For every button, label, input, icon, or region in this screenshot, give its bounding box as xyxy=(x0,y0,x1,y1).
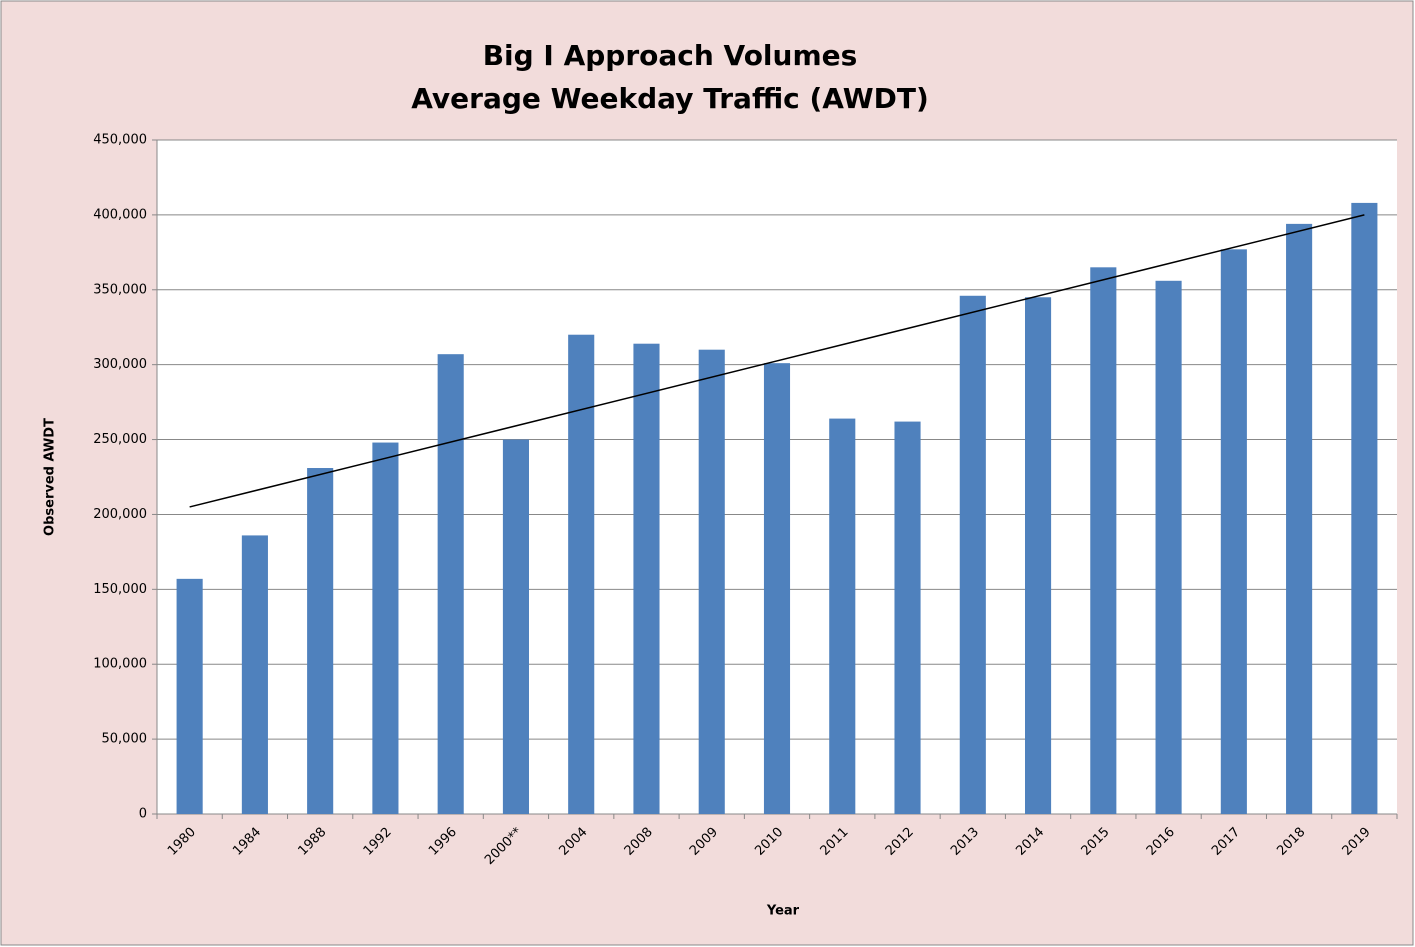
bar xyxy=(763,363,791,814)
bar xyxy=(1220,249,1247,815)
bar xyxy=(894,421,921,814)
bar xyxy=(1025,297,1052,814)
y-tick-label: 150,000 xyxy=(93,582,147,597)
y-tick-label: 100,000 xyxy=(93,657,147,672)
bar xyxy=(176,578,203,814)
y-tick-label: 350,000 xyxy=(93,282,147,297)
y-tick-label: 200,000 xyxy=(93,507,147,522)
chart-title: Big I Approach Volumes xyxy=(483,39,858,72)
chart-subtitle: Average Weekday Traffic (AWDT) xyxy=(411,82,929,115)
bar xyxy=(372,442,399,814)
bar xyxy=(241,535,268,814)
bar xyxy=(959,295,986,814)
bar xyxy=(829,418,856,814)
bar xyxy=(568,334,595,814)
y-tick-label: 400,000 xyxy=(93,207,147,222)
y-tick-label: 450,000 xyxy=(93,133,147,148)
y-tick-label: 300,000 xyxy=(93,357,147,372)
bar xyxy=(307,468,334,814)
x-axis-title: Year xyxy=(766,904,800,919)
bar xyxy=(1155,280,1182,814)
trendline xyxy=(189,214,1365,508)
bar xyxy=(1090,267,1117,814)
y-tick-label: 0 xyxy=(139,807,147,822)
y-axis-title: Observed AWDT xyxy=(43,418,58,536)
bar xyxy=(633,343,660,814)
bar xyxy=(437,354,464,814)
y-tick-label: 50,000 xyxy=(102,732,148,747)
bar xyxy=(502,439,529,814)
bar xyxy=(1351,202,1378,814)
bar xyxy=(1286,223,1313,814)
bar xyxy=(698,349,725,814)
y-tick-label: 250,000 xyxy=(93,432,147,447)
